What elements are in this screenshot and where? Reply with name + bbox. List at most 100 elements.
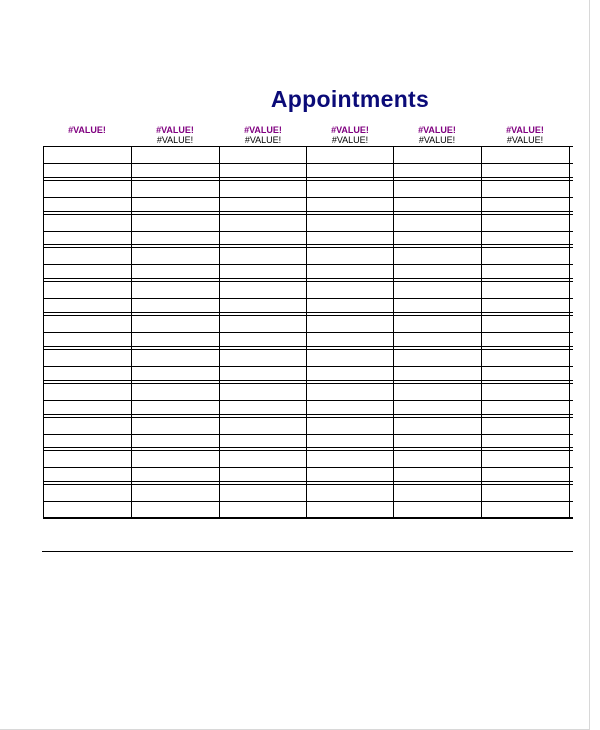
appointment-cell[interactable] xyxy=(307,418,393,434)
appointment-cell[interactable] xyxy=(482,451,569,467)
appointment-cell[interactable] xyxy=(132,435,219,451)
appointment-cell[interactable] xyxy=(220,451,306,467)
appointment-cell[interactable] xyxy=(307,316,393,332)
appointment-cell[interactable] xyxy=(307,215,393,231)
appointment-cell[interactable] xyxy=(220,215,306,231)
appointment-cell[interactable] xyxy=(132,384,219,400)
row-divider xyxy=(43,380,573,381)
column-header-primary: #VALUE! xyxy=(418,125,456,135)
row-divider xyxy=(43,414,573,415)
appointment-cell[interactable] xyxy=(394,215,481,231)
appointment-cell[interactable] xyxy=(482,502,569,518)
appointment-cell[interactable] xyxy=(44,384,131,400)
row-divider xyxy=(43,214,573,215)
appointment-cell[interactable] xyxy=(44,350,131,366)
row-divider xyxy=(43,467,573,468)
appointment-cell[interactable] xyxy=(132,316,219,332)
appointment-cell[interactable] xyxy=(394,451,481,467)
appointment-cell[interactable] xyxy=(44,147,131,163)
appointment-cell[interactable] xyxy=(220,248,306,264)
appointment-cell[interactable] xyxy=(220,147,306,163)
appointment-cell[interactable] xyxy=(482,418,569,434)
appointment-cell[interactable] xyxy=(307,232,393,248)
appointment-cell[interactable] xyxy=(394,248,481,264)
row-divider xyxy=(43,383,573,384)
appointment-cell[interactable] xyxy=(307,451,393,467)
appointment-cell[interactable] xyxy=(44,435,131,451)
appointment-cell[interactable] xyxy=(44,316,131,332)
appointment-cell[interactable] xyxy=(394,181,481,197)
column-header-primary: #VALUE! xyxy=(244,125,282,135)
appointment-cell[interactable] xyxy=(482,350,569,366)
appointment-cell[interactable] xyxy=(44,418,131,434)
appointment-cell[interactable] xyxy=(482,147,569,163)
appointment-cell[interactable] xyxy=(482,248,569,264)
appointment-cell[interactable] xyxy=(394,485,481,501)
row-divider xyxy=(43,146,573,147)
appointment-cell[interactable] xyxy=(394,435,481,451)
appointment-cell[interactable] xyxy=(482,384,569,400)
appointment-cell[interactable] xyxy=(132,418,219,434)
appointment-cell[interactable] xyxy=(220,435,306,451)
appointment-cell[interactable] xyxy=(482,282,569,298)
appointment-cell[interactable] xyxy=(220,485,306,501)
appointment-cell[interactable] xyxy=(394,316,481,332)
appointment-cell[interactable] xyxy=(482,485,569,501)
appointment-cell[interactable] xyxy=(132,502,219,518)
row-divider xyxy=(43,298,573,299)
appointment-cell[interactable] xyxy=(220,282,306,298)
appointment-cell[interactable] xyxy=(220,181,306,197)
appointment-cell[interactable] xyxy=(482,181,569,197)
column-header: #VALUE! #VALUE! xyxy=(481,125,569,145)
appointment-cell[interactable] xyxy=(394,147,481,163)
appointment-cell[interactable] xyxy=(307,502,393,518)
appointment-cell[interactable] xyxy=(220,350,306,366)
appointment-cell[interactable] xyxy=(132,485,219,501)
appointment-cell[interactable] xyxy=(44,502,131,518)
appointment-cell[interactable] xyxy=(44,282,131,298)
appointment-cell[interactable] xyxy=(132,215,219,231)
appointment-cell[interactable] xyxy=(307,384,393,400)
appointment-cell[interactable] xyxy=(132,232,219,248)
appointment-cell[interactable] xyxy=(394,418,481,434)
appointment-cell[interactable] xyxy=(132,451,219,467)
appointment-cell[interactable] xyxy=(132,282,219,298)
appointment-cell[interactable] xyxy=(394,282,481,298)
appointment-cell[interactable] xyxy=(307,248,393,264)
appointment-cell[interactable] xyxy=(307,282,393,298)
appointment-cell[interactable] xyxy=(220,502,306,518)
appointment-cell[interactable] xyxy=(482,435,569,451)
appointment-cell[interactable] xyxy=(482,215,569,231)
appointment-cell[interactable] xyxy=(132,147,219,163)
page-title: Appointments xyxy=(270,86,430,112)
appointment-cell[interactable] xyxy=(307,147,393,163)
appointment-cell[interactable] xyxy=(44,232,131,248)
appointment-cell[interactable] xyxy=(394,350,481,366)
appointment-cell[interactable] xyxy=(44,451,131,467)
appointment-cell[interactable] xyxy=(132,181,219,197)
appointment-cell[interactable] xyxy=(394,232,481,248)
appointment-cell[interactable] xyxy=(482,316,569,332)
appointment-cell[interactable] xyxy=(44,485,131,501)
appointment-cell[interactable] xyxy=(44,248,131,264)
appointment-cell[interactable] xyxy=(220,232,306,248)
appointment-cell[interactable] xyxy=(394,384,481,400)
table-bottom-border xyxy=(43,517,573,519)
appointment-cell[interactable] xyxy=(44,215,131,231)
row-divider xyxy=(43,315,573,316)
footer-line xyxy=(42,551,573,552)
appointment-cell[interactable] xyxy=(220,418,306,434)
appointment-cell[interactable] xyxy=(394,502,481,518)
appointment-cell[interactable] xyxy=(132,350,219,366)
appointment-cell[interactable] xyxy=(132,248,219,264)
appointment-cell[interactable] xyxy=(307,181,393,197)
appointment-cell[interactable] xyxy=(220,384,306,400)
appointment-cell[interactable] xyxy=(220,316,306,332)
appointment-cell[interactable] xyxy=(482,232,569,248)
appointment-cell[interactable] xyxy=(307,485,393,501)
appointment-cell[interactable] xyxy=(44,181,131,197)
appointment-cell[interactable] xyxy=(307,435,393,451)
appointment-cell[interactable] xyxy=(307,350,393,366)
row-divider xyxy=(43,366,573,367)
